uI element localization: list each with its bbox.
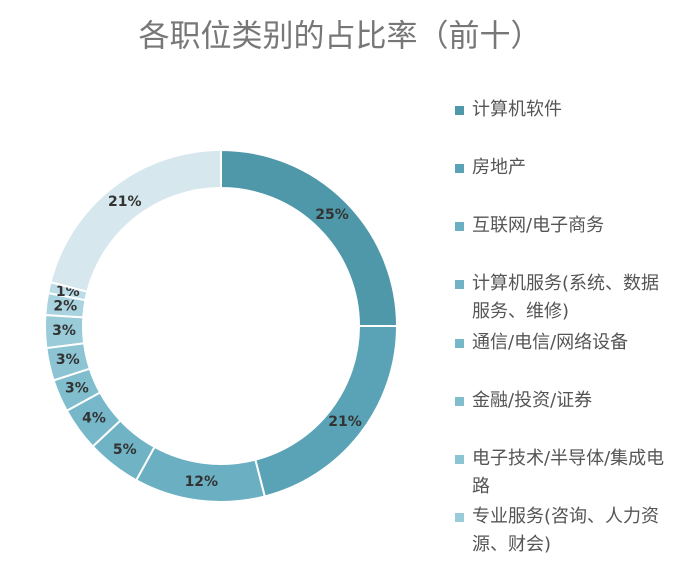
legend-swatch bbox=[455, 397, 464, 406]
data-label: 5% bbox=[113, 442, 137, 458]
data-label: 3% bbox=[52, 323, 76, 339]
data-label: 25% bbox=[315, 207, 349, 223]
donut-segment bbox=[254, 325, 399, 498]
donut-segment bbox=[49, 148, 222, 293]
legend-label: 房地产 bbox=[472, 157, 526, 178]
legend-item: 通信/电信/网络设备 bbox=[455, 329, 677, 357]
data-label: 3% bbox=[56, 352, 80, 368]
legend-item: 电子技术/半导体/集成电路 bbox=[455, 445, 677, 501]
legend-item: 房地产 bbox=[455, 154, 677, 182]
legend-label: 计算机软件 bbox=[472, 99, 562, 120]
legend-label: 通信/电信/网络设备 bbox=[472, 332, 629, 353]
data-label: 3% bbox=[65, 380, 89, 396]
legend-item: 计算机服务(系统、数据服务、维修) bbox=[455, 270, 677, 326]
legend-label: 金融/投资/证券 bbox=[472, 390, 593, 411]
chart-title: 各职位类别的占比率（前十） bbox=[139, 19, 542, 55]
legend-item: 金融/投资/证券 bbox=[455, 387, 677, 415]
data-label: 2% bbox=[53, 298, 77, 314]
legend-item: 专业服务(咨询、人力资源、财会) bbox=[455, 503, 677, 559]
legend-label: 电子技术/半导体/集成电路 bbox=[472, 448, 665, 497]
legend-item: 互联网/电子商务 bbox=[455, 212, 677, 240]
data-label: 4% bbox=[82, 410, 106, 426]
data-label: 12% bbox=[185, 474, 219, 490]
legend-swatch bbox=[455, 513, 464, 522]
legend-swatch bbox=[455, 222, 464, 231]
legend-item: 计算机软件 bbox=[455, 96, 677, 124]
legend-swatch bbox=[455, 106, 464, 115]
data-label: 21% bbox=[328, 414, 362, 430]
data-label: 21% bbox=[108, 194, 142, 210]
legend-label: 互联网/电子商务 bbox=[472, 215, 605, 236]
legend-label: 计算机服务(系统、数据服务、维修) bbox=[472, 273, 660, 322]
legend-swatch bbox=[455, 280, 464, 289]
legend-swatch bbox=[455, 455, 464, 464]
donut-segment bbox=[220, 148, 399, 327]
legend-swatch bbox=[455, 164, 464, 173]
legend-swatch bbox=[455, 339, 464, 348]
legend-label: 专业服务(咨询、人力资源、财会) bbox=[472, 506, 660, 555]
